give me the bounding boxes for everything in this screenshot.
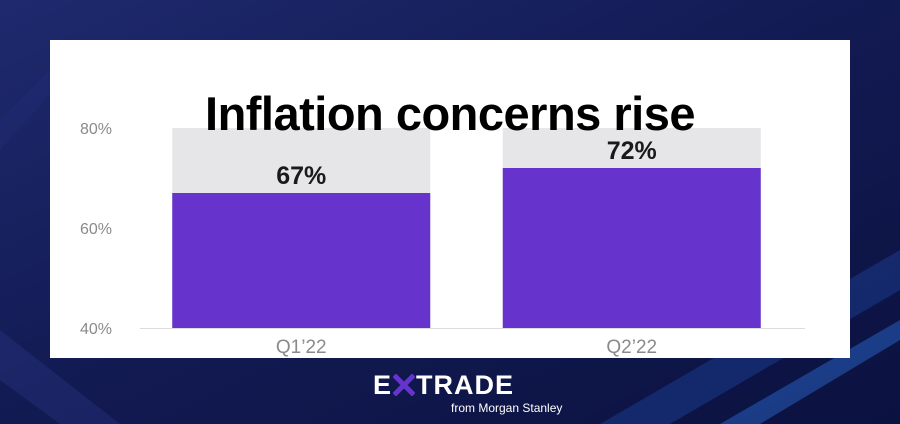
bar (172, 193, 431, 328)
bar-chart: 80% 60% 40% 67% Q1’22 72% Q2’22 (80, 121, 805, 358)
logo-wordmark: E TRADE (373, 370, 514, 400)
y-tick-label: 80% (80, 121, 112, 138)
x-tick-label: Q2’22 (606, 337, 657, 358)
etrade-logo: E TRADE from Morgan Stanley (373, 370, 573, 418)
bar (502, 168, 761, 328)
chart-title: Inflation concerns rise (205, 87, 695, 140)
x-tick-label: Q1’22 (276, 337, 327, 358)
bar-value-label: 72% (607, 137, 657, 165)
logo-subtitle: from Morgan Stanley (451, 401, 563, 415)
logo-letter-e: E (373, 370, 393, 400)
bar-value-label: 67% (276, 162, 326, 190)
logo-word-trade: TRADE (416, 370, 515, 400)
chart-card: 80% 60% 40% 67% Q1’22 72% Q2’22 Inflation con… (50, 40, 850, 358)
y-tick-label: 60% (80, 221, 112, 238)
y-tick-label: 40% (80, 321, 112, 338)
logo-x-icon (393, 374, 416, 396)
